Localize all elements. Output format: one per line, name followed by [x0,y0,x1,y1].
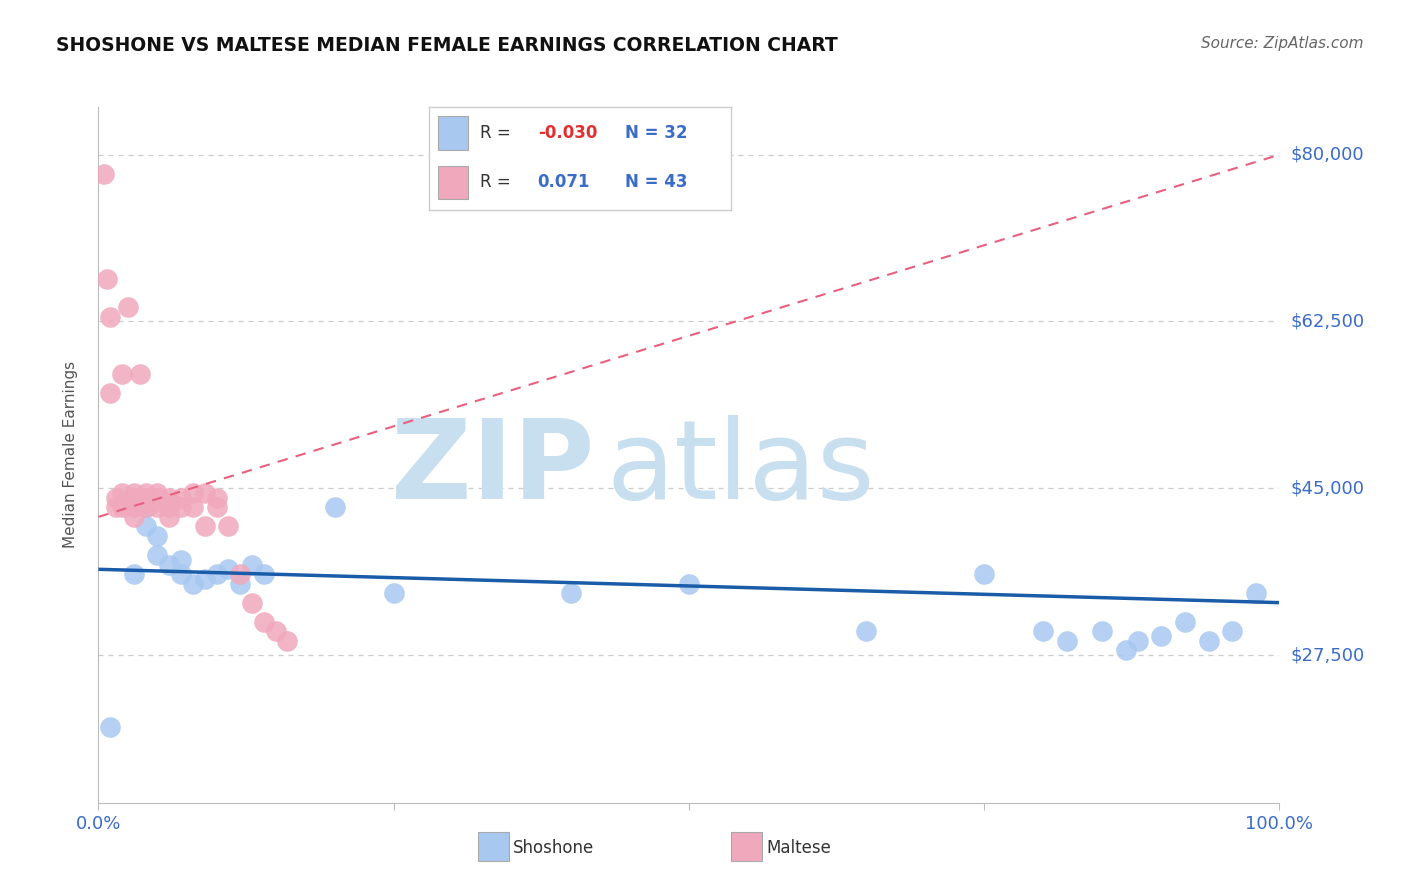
Text: atlas: atlas [606,416,875,523]
Point [1150,629,1173,643]
Point [135,486,157,500]
Point [111,500,134,515]
Text: Shoshone: Shoshone [513,839,595,857]
Point [1126,633,1149,648]
Point [135,491,157,505]
Bar [437,166,468,199]
Point [146,548,169,562]
Point [122,567,145,582]
Point [96,271,118,285]
Point [678,576,700,591]
Point [382,586,405,600]
Point [146,500,169,515]
Point [181,486,204,500]
Text: R =: R = [481,173,510,192]
Point [240,558,263,572]
Point [1032,624,1054,639]
Point [194,572,217,586]
Text: Source: ZipAtlas.com: Source: ZipAtlas.com [1201,36,1364,51]
Point [1056,633,1078,648]
Text: $62,500: $62,500 [1291,312,1365,331]
Point [240,596,263,610]
Point [157,500,180,515]
Point [229,576,252,591]
Point [217,519,239,533]
Text: N = 43: N = 43 [626,173,688,192]
Point [135,519,157,533]
Point [146,486,169,500]
Point [157,558,180,572]
Text: SHOSHONE VS MALTESE MEDIAN FEMALE EARNINGS CORRELATION CHART: SHOSHONE VS MALTESE MEDIAN FEMALE EARNIN… [56,36,838,54]
Point [117,300,139,314]
Point [122,486,145,500]
Point [264,624,287,639]
Point [323,500,346,515]
Point [98,720,121,734]
Point [253,615,276,629]
Point [157,509,180,524]
Text: Maltese: Maltese [766,839,831,857]
Point [1220,624,1243,639]
Text: $80,000: $80,000 [1291,145,1364,164]
Point [135,500,157,515]
Point [157,495,180,509]
Point [128,491,150,505]
Point [117,495,139,509]
Text: N = 32: N = 32 [626,124,688,142]
Point [253,567,276,582]
Point [229,567,252,582]
Point [205,491,228,505]
Text: R =: R = [481,124,510,142]
Point [122,491,145,505]
Text: ZIP: ZIP [391,416,595,523]
Point [135,500,157,515]
Point [170,567,193,582]
Point [1244,586,1267,600]
Point [98,310,121,324]
Text: 0.071: 0.071 [537,173,591,192]
Point [170,553,193,567]
Point [146,491,169,505]
Text: $45,000: $45,000 [1291,479,1365,497]
Point [205,500,228,515]
Point [973,567,995,582]
Point [111,367,134,381]
Y-axis label: Median Female Earnings: Median Female Earnings [63,361,77,549]
Point [98,386,121,401]
Point [105,500,128,515]
Point [1115,643,1137,657]
Point [146,529,169,543]
Point [560,586,582,600]
Point [122,500,145,515]
Point [105,491,128,505]
Text: -0.030: -0.030 [537,124,598,142]
Point [122,509,145,524]
Point [111,486,134,500]
Point [194,486,217,500]
Point [1091,624,1114,639]
Text: $27,500: $27,500 [1291,646,1365,664]
Point [181,576,204,591]
Point [1198,633,1220,648]
Point [93,167,115,181]
Point [1174,615,1197,629]
Point [157,491,180,505]
Bar [437,116,468,150]
Point [128,367,150,381]
Point [217,562,239,576]
Point [170,500,193,515]
Point [276,633,298,648]
Point [855,624,877,639]
Point [141,495,163,509]
Point [135,495,157,509]
Point [205,567,228,582]
Point [194,519,217,533]
Point [181,500,204,515]
Point [170,491,193,505]
